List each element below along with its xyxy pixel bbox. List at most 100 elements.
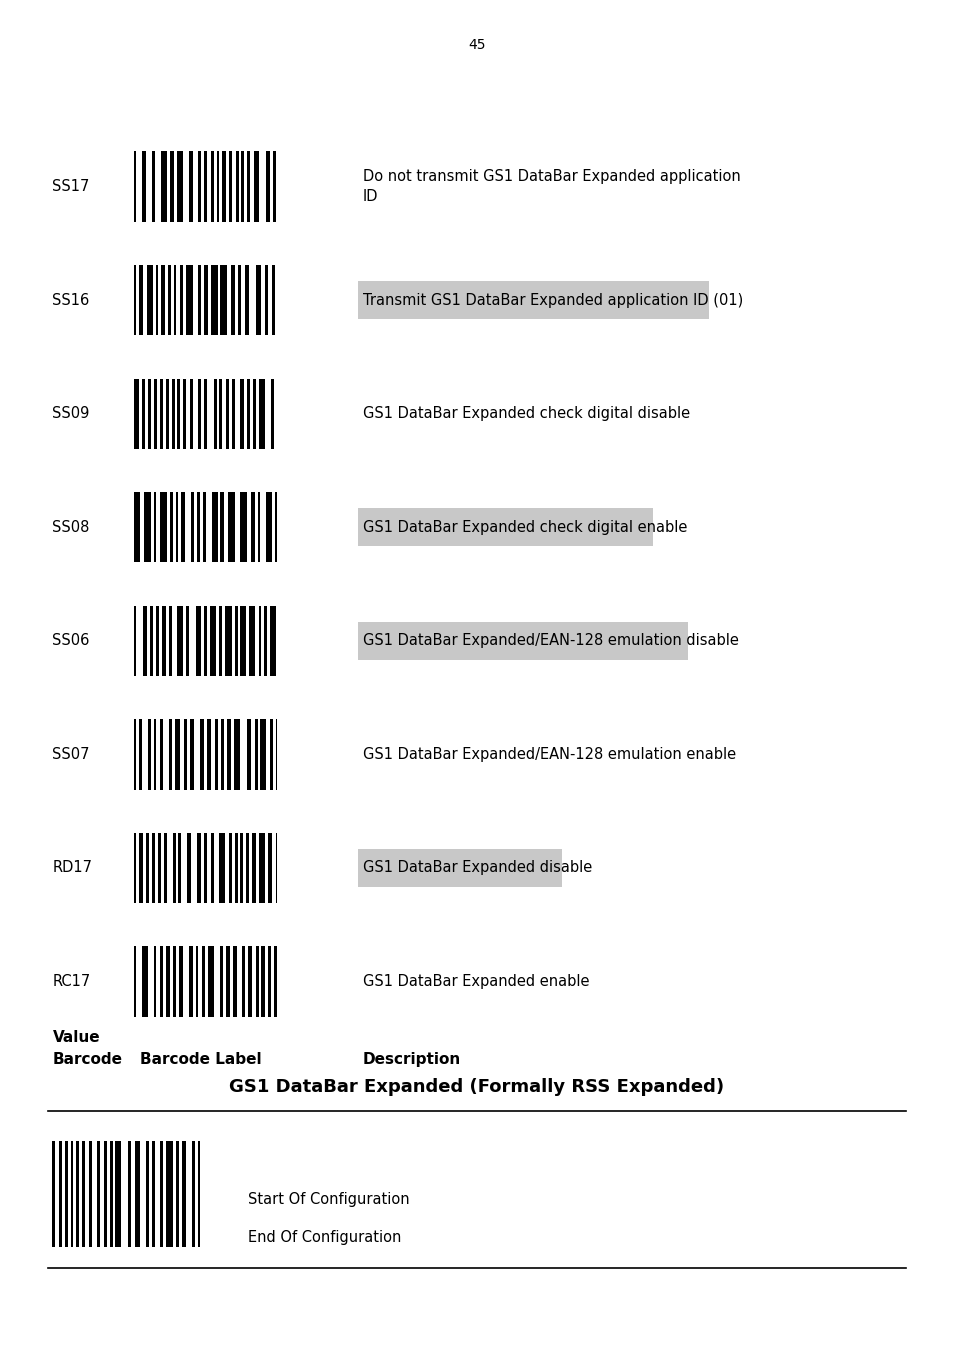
Bar [166,379,169,449]
Bar [148,719,151,790]
Text: Barcode Label: Barcode Label [139,1052,261,1067]
Bar [184,719,187,790]
Bar [233,719,240,790]
Bar [273,151,275,222]
Bar [260,719,266,790]
Bar [208,946,213,1017]
Bar [52,1141,55,1247]
Text: Description: Description [362,1052,460,1067]
Bar [175,492,178,562]
Text: SS09: SS09 [52,406,90,422]
Bar [204,833,207,903]
Bar [211,151,213,222]
Bar [225,606,232,676]
Bar [196,492,200,562]
Bar [133,833,136,903]
Bar [166,1141,172,1247]
Bar [134,1141,140,1247]
Bar [150,606,152,676]
Bar [240,379,244,449]
Bar [246,833,249,903]
Bar [128,1141,131,1247]
Bar [270,719,273,790]
Bar [195,606,201,676]
Bar [255,946,258,1017]
Text: GS1 DataBar Expanded check digital disable: GS1 DataBar Expanded check digital disab… [362,406,689,422]
Bar [156,606,159,676]
Text: SS08: SS08 [52,519,90,535]
Bar [162,606,166,676]
Text: GS1 DataBar Expanded enable: GS1 DataBar Expanded enable [362,973,588,990]
Text: 45: 45 [468,38,485,51]
Bar [220,265,227,335]
Bar [160,719,163,790]
Text: SS06: SS06 [52,633,90,649]
Bar [133,946,136,1017]
Bar [168,265,171,335]
Text: Transmit GS1 DataBar Expanded application ID (01): Transmit GS1 DataBar Expanded applicatio… [362,292,742,308]
Bar [186,265,193,335]
Bar [357,281,708,319]
Bar [261,946,265,1017]
Bar [153,719,156,790]
Bar [264,606,267,676]
Bar [146,833,149,903]
Bar [89,1141,91,1247]
Bar [152,1141,154,1247]
Bar [192,1141,194,1247]
Bar [202,946,205,1017]
Bar [210,606,215,676]
Bar [227,719,231,790]
Bar [142,946,148,1017]
Bar [204,265,208,335]
Bar [219,606,222,676]
Bar [257,492,260,562]
Bar [233,946,236,1017]
Bar [133,379,139,449]
Bar [245,265,249,335]
Bar [164,833,167,903]
Bar [186,606,189,676]
Bar [241,151,244,222]
Bar [235,151,238,222]
Text: Value: Value [52,1030,100,1045]
Bar [161,265,165,335]
Bar [357,508,652,546]
Bar [240,606,246,676]
Bar [266,151,270,222]
Bar [172,946,175,1017]
Bar [152,833,154,903]
Bar [240,833,243,903]
Bar [152,151,154,222]
Bar [190,719,193,790]
Bar [234,833,237,903]
Bar [183,379,186,449]
Bar [160,946,163,1017]
Bar [148,379,151,449]
Bar [220,492,224,562]
Bar [253,151,259,222]
Bar [133,719,136,790]
Bar [177,606,183,676]
Bar [212,492,217,562]
Bar [268,946,271,1017]
Bar [178,833,181,903]
Bar [231,265,234,335]
Bar [173,265,176,335]
Bar [144,492,151,562]
Bar [65,1141,68,1247]
Bar [142,379,145,449]
Bar [228,492,234,562]
Text: Start Of Configuration: Start Of Configuration [248,1192,409,1207]
Bar [133,265,136,335]
Bar [177,151,183,222]
Text: GS1 DataBar Expanded/EAN-128 emulation disable: GS1 DataBar Expanded/EAN-128 emulation d… [362,633,738,649]
Bar [240,492,247,562]
Bar [237,265,241,335]
Bar [133,492,140,562]
Bar [169,719,172,790]
Bar [177,379,180,449]
Bar [214,719,217,790]
Bar [172,379,174,449]
Bar [259,833,265,903]
